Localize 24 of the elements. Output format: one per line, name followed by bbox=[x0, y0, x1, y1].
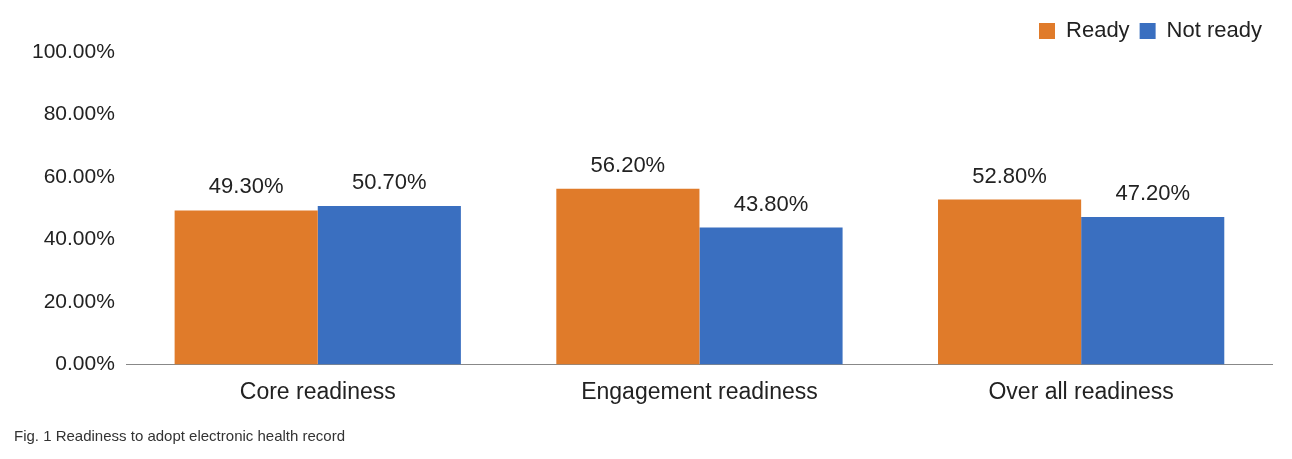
y-tick-label: 0.00% bbox=[55, 351, 115, 375]
bar bbox=[174, 210, 318, 365]
data-label: 50.70% bbox=[352, 169, 427, 195]
data-label: 49.30% bbox=[208, 173, 284, 199]
data-label: 56.20% bbox=[590, 151, 666, 177]
y-tick-label: 60.00% bbox=[43, 163, 115, 187]
data-label: 52.80% bbox=[972, 162, 1047, 188]
bar bbox=[317, 206, 461, 365]
y-tick-label: 100.00% bbox=[32, 38, 115, 62]
x-tick-label: Engagement readiness bbox=[581, 377, 818, 404]
data-label: 47.20% bbox=[1115, 180, 1191, 206]
x-tick-label: Core readiness bbox=[239, 377, 396, 404]
legend-label: Ready bbox=[1066, 17, 1130, 43]
data-label: 43.80% bbox=[733, 190, 809, 216]
bar bbox=[938, 199, 1082, 365]
x-tick-label: Over all readiness bbox=[988, 377, 1174, 404]
y-tick-label: 20.00% bbox=[43, 288, 115, 312]
legend-label: Not ready bbox=[1166, 17, 1263, 43]
bar bbox=[1081, 216, 1225, 365]
bar bbox=[699, 227, 843, 365]
y-tick-label: 80.00% bbox=[43, 101, 115, 125]
y-tick-label: 40.00% bbox=[43, 226, 115, 250]
bar bbox=[556, 188, 700, 365]
caption: Fig. 1 Readiness to adopt electronic health record bbox=[14, 427, 347, 444]
